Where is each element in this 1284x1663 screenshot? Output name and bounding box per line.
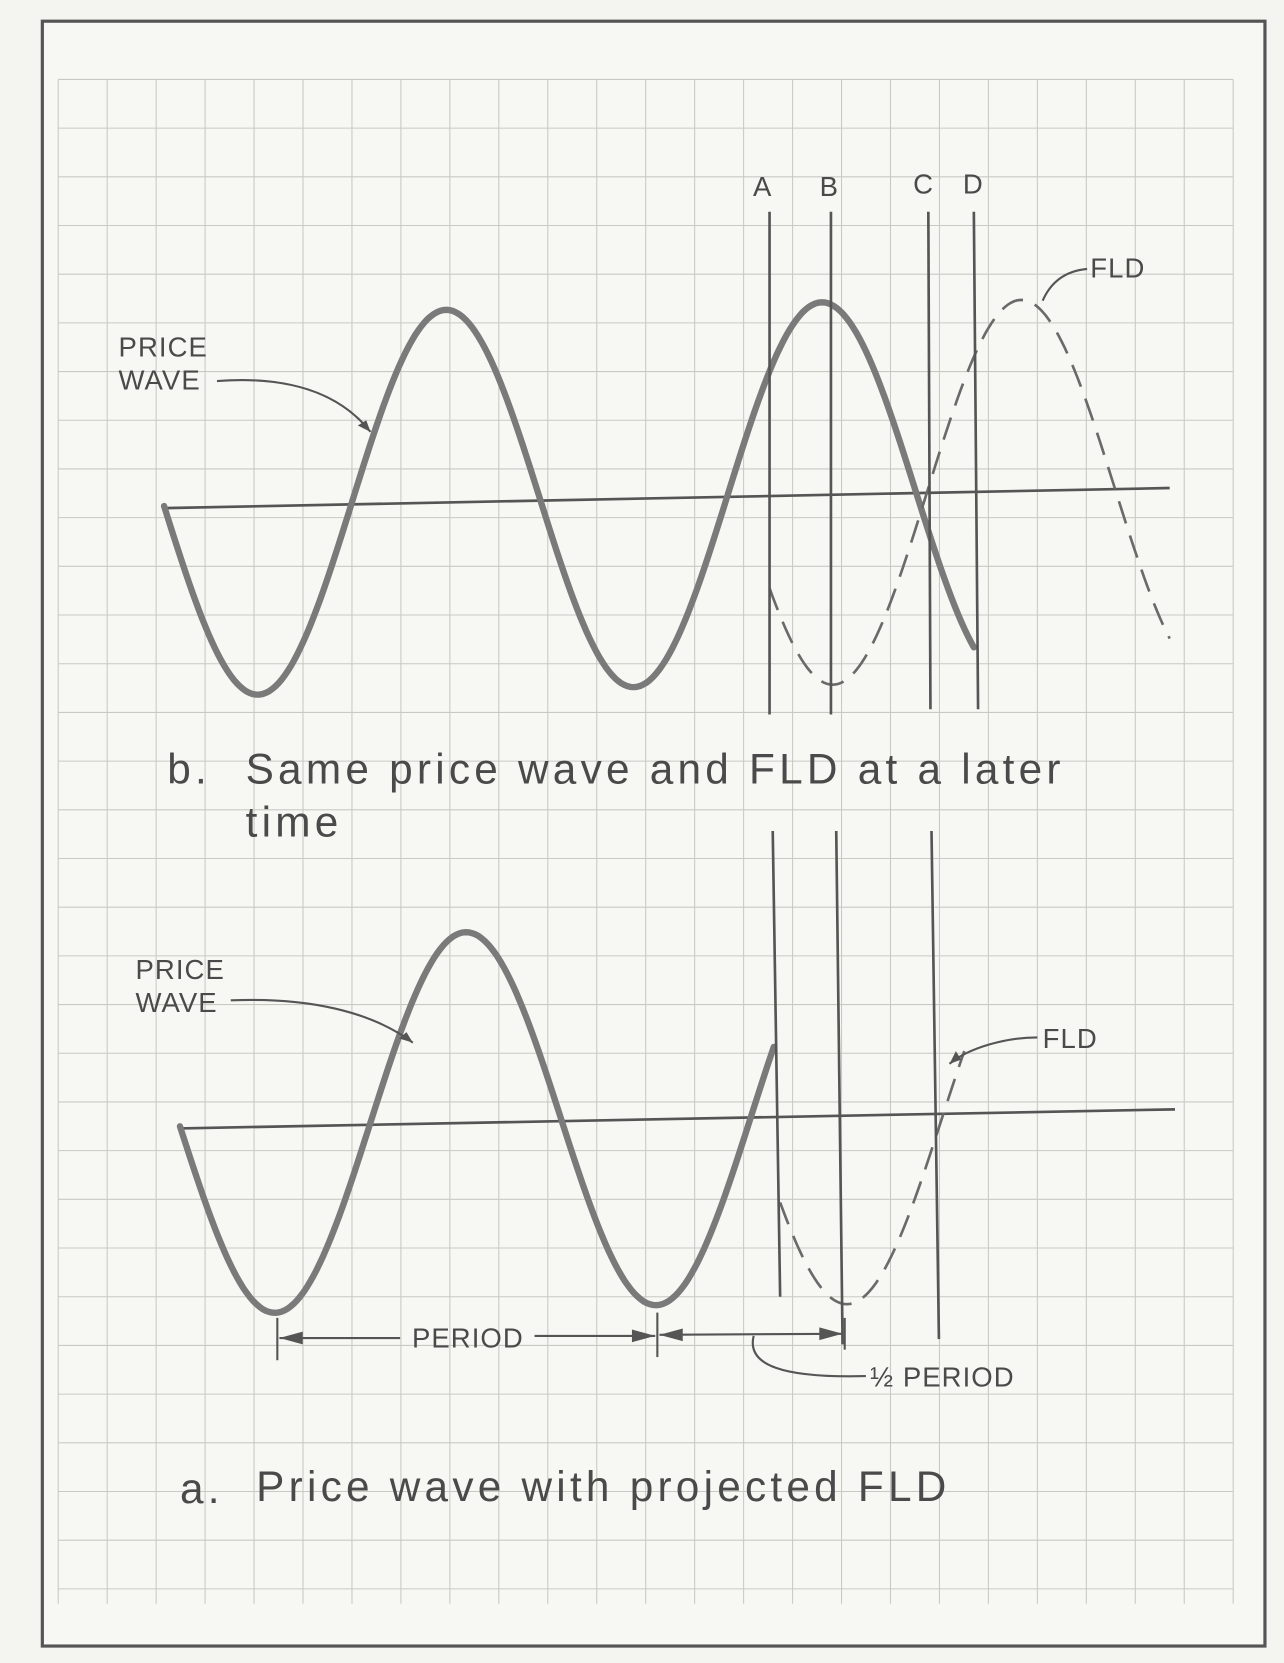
marker-label: D	[963, 169, 983, 200]
leader	[230, 998, 414, 1044]
marker-label: A	[753, 171, 772, 202]
fld-label: FLD	[1090, 252, 1145, 283]
price-wave	[176, 928, 777, 1317]
caption: time	[246, 798, 343, 845]
arrowhead	[399, 1032, 413, 1043]
leader	[751, 1335, 866, 1378]
price-wave	[160, 299, 978, 698]
caption: Same price wave and FLD at a later	[246, 745, 1065, 792]
marker-line	[834, 830, 844, 1345]
leader	[1041, 267, 1088, 302]
caption: Price wave with projected FLD	[256, 1463, 950, 1510]
fld-curve	[778, 1050, 966, 1306]
panel-b: A B C D PRICE WAVE FLD b. Same price wav…	[119, 169, 1171, 845]
marker-line	[771, 830, 782, 1297]
half-period-arrow	[659, 1332, 843, 1336]
period-label: PERIOD	[412, 1323, 524, 1354]
axis	[179, 1108, 1175, 1130]
price-wave-label: WAVE	[135, 987, 217, 1018]
panel-a: PRICE WAVE FLD PERIOD ½ PERIOD a. Price …	[135, 830, 1175, 1512]
page-border	[40, 19, 1267, 1648]
marker-label: B	[820, 171, 838, 202]
marker-line	[972, 211, 980, 710]
half-period-label: ½ PERIOD	[870, 1362, 1015, 1393]
price-wave-label: PRICE	[119, 332, 208, 363]
price-wave-label: WAVE	[119, 365, 201, 396]
marker-line	[927, 211, 932, 710]
arrowhead	[659, 1327, 843, 1342]
graph-paper	[57, 78, 1234, 1604]
marker-label: C	[913, 169, 933, 200]
fld-curve	[768, 298, 1171, 687]
caption-letter: a.	[180, 1465, 224, 1512]
axis	[164, 486, 1170, 510]
price-wave-label: PRICE	[135, 954, 224, 985]
marker-line	[930, 830, 941, 1340]
fld-label: FLD	[1043, 1023, 1098, 1054]
leader	[216, 379, 372, 433]
caption-letter: b.	[167, 745, 211, 792]
arrowhead	[357, 420, 371, 432]
